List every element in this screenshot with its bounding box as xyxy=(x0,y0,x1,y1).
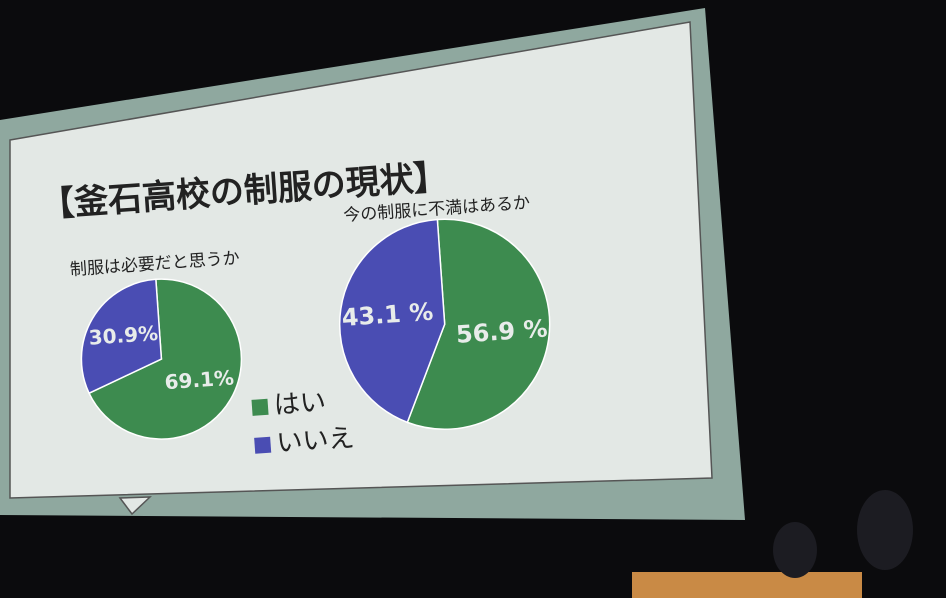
legend-label: はい xyxy=(273,387,327,421)
photo: 【釜石高校の制服の現状】 制服は必要だと思うか69.1%30.9%はいいいえ今の… xyxy=(0,0,946,598)
data-label: 69.1% xyxy=(164,365,235,394)
podium xyxy=(632,572,862,598)
person xyxy=(773,522,817,578)
legend-label: いいえ xyxy=(276,423,356,458)
person xyxy=(857,490,913,570)
legend-swatch xyxy=(251,399,268,416)
data-label: 30.9% xyxy=(88,321,159,350)
legend-swatch xyxy=(254,437,271,454)
